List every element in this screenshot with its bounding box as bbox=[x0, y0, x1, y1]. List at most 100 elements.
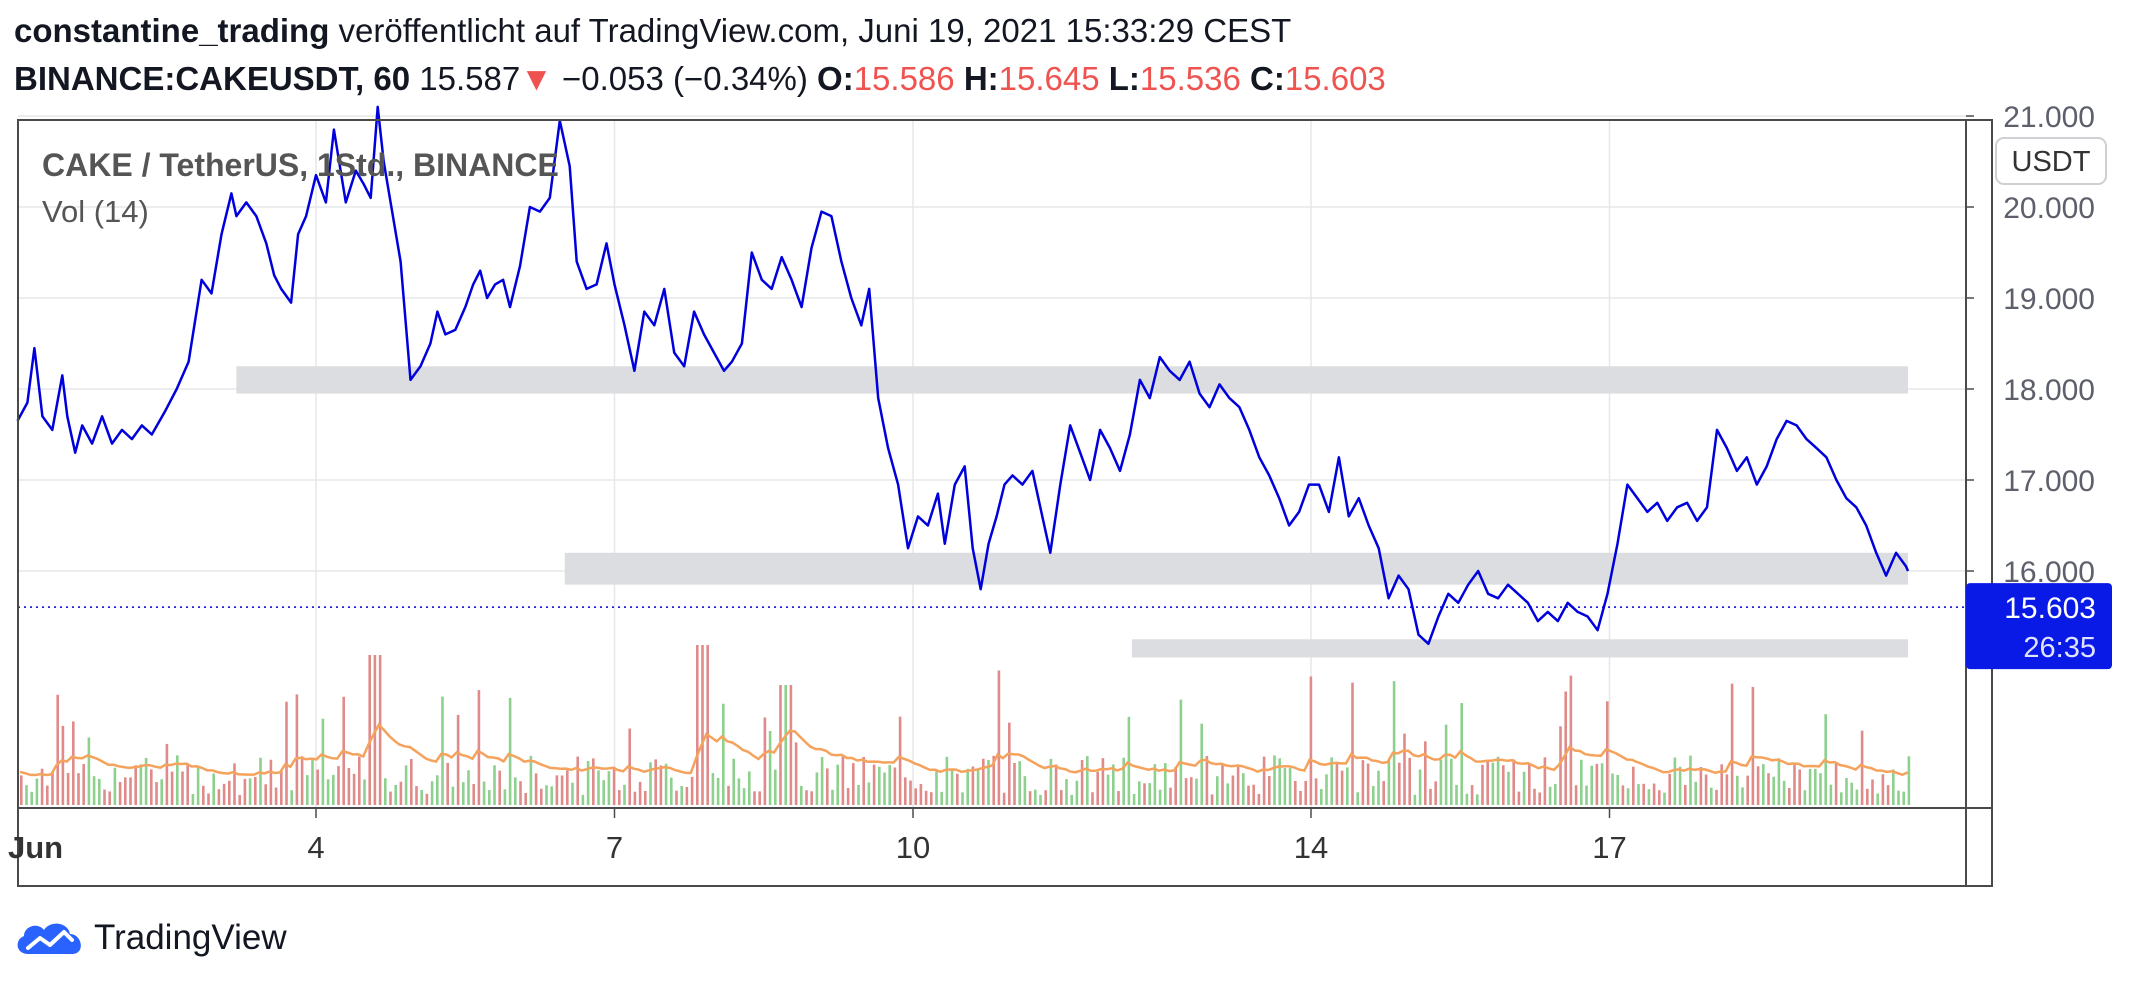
volume-bar bbox=[982, 758, 985, 805]
volume-bar bbox=[1512, 759, 1515, 805]
volume-bar bbox=[1704, 774, 1708, 805]
volume-bar bbox=[1803, 790, 1807, 805]
volume-bar bbox=[446, 762, 449, 805]
volume-bar bbox=[852, 763, 855, 805]
volume-bar bbox=[872, 764, 876, 805]
volume-bar bbox=[976, 768, 980, 805]
volume-bar bbox=[529, 755, 533, 805]
volume-bar bbox=[196, 767, 200, 805]
volume-bar bbox=[1741, 787, 1744, 805]
volume-bar bbox=[1481, 764, 1484, 805]
volume-bar bbox=[1439, 759, 1443, 805]
volume-bar bbox=[654, 759, 657, 805]
volume-bar bbox=[1112, 764, 1115, 805]
volume-bar bbox=[1320, 789, 1323, 805]
volume-bar bbox=[1808, 768, 1812, 805]
high-value: 15.645 bbox=[998, 60, 1100, 97]
volume-bar bbox=[1606, 701, 1609, 805]
volume-bar bbox=[878, 766, 881, 805]
volume-bar bbox=[1871, 779, 1874, 805]
volume-bar bbox=[950, 769, 954, 805]
volume-bar bbox=[1814, 768, 1817, 805]
volume-bar bbox=[358, 756, 361, 805]
volume-bar bbox=[763, 717, 767, 805]
volume-bar bbox=[1398, 762, 1401, 805]
volume-bar bbox=[155, 782, 158, 805]
volume-bar bbox=[664, 763, 668, 805]
volume-bar bbox=[1782, 780, 1786, 805]
volume-bar bbox=[1465, 793, 1469, 805]
volume-bar bbox=[176, 755, 179, 805]
volume-bar bbox=[675, 790, 678, 805]
volume-bar bbox=[883, 772, 886, 805]
volume-bar bbox=[248, 778, 252, 805]
volume-bar bbox=[436, 775, 439, 805]
volume-bar bbox=[254, 776, 257, 805]
volume-bar bbox=[311, 758, 314, 805]
volume-bar bbox=[1054, 764, 1058, 805]
volume-bar bbox=[784, 685, 787, 805]
volume-bar bbox=[1325, 774, 1328, 805]
volume-bar bbox=[810, 791, 813, 805]
publish-info: veröffentlicht auf TradingView.com, Juni… bbox=[338, 12, 1292, 49]
volume-bar bbox=[1262, 756, 1266, 805]
volume-bar bbox=[1507, 771, 1510, 805]
price-change: −0.053 (−0.34%) bbox=[562, 60, 808, 97]
volume-bar bbox=[789, 685, 793, 805]
volume-bar bbox=[592, 758, 595, 805]
volume-bar bbox=[924, 790, 928, 805]
volume-bar bbox=[191, 794, 195, 805]
volume-bars bbox=[19, 645, 1911, 805]
volume-bar bbox=[722, 703, 725, 805]
volume-bar bbox=[1580, 759, 1583, 805]
volume-bar bbox=[40, 768, 44, 805]
volume-bar bbox=[61, 725, 65, 805]
volume-bar bbox=[680, 786, 683, 805]
volume-bar bbox=[1855, 789, 1859, 805]
volume-bar bbox=[1720, 764, 1723, 805]
volume-bar bbox=[1715, 789, 1718, 805]
volume-bar bbox=[269, 759, 273, 805]
volume-bar bbox=[1413, 794, 1417, 805]
volume-bar bbox=[82, 764, 85, 805]
volume-bar bbox=[706, 645, 709, 805]
volume-bar bbox=[1502, 765, 1505, 805]
volume-bar bbox=[1543, 757, 1547, 805]
volume-bar bbox=[1517, 791, 1521, 805]
volume-bar bbox=[1538, 792, 1541, 805]
volume-bar bbox=[1382, 781, 1385, 805]
volume-bar bbox=[1840, 792, 1843, 805]
volume-bar bbox=[597, 770, 600, 805]
volume-bar bbox=[1372, 785, 1375, 805]
volume-bar bbox=[524, 792, 527, 805]
volume-bar bbox=[1164, 763, 1167, 805]
author-name[interactable]: constantine_trading bbox=[14, 12, 330, 49]
volume-bar bbox=[1866, 788, 1869, 805]
volume-bar bbox=[555, 775, 559, 805]
volume-bar bbox=[1647, 789, 1651, 805]
x-tick-label: 7 bbox=[606, 830, 623, 865]
volume-bar bbox=[945, 756, 949, 805]
volume-bar bbox=[30, 791, 33, 805]
brand-name: TradingView bbox=[94, 918, 287, 957]
volume-bar bbox=[1788, 788, 1791, 805]
volume-indicator-label: Vol (14) bbox=[42, 194, 149, 229]
volume-bar bbox=[560, 775, 564, 805]
x-start-label: Jun bbox=[8, 830, 63, 865]
volume-bar bbox=[1117, 791, 1120, 805]
currency-badge[interactable]: USDT bbox=[1995, 137, 2107, 185]
tradingview-brand[interactable]: TradingView bbox=[14, 912, 287, 964]
volume-bar bbox=[399, 781, 403, 805]
volume-bar bbox=[1049, 758, 1053, 805]
volume-bar bbox=[462, 782, 465, 805]
volume-bar bbox=[233, 763, 236, 805]
support-resistance-zone bbox=[236, 366, 1908, 394]
volume-bar bbox=[514, 777, 517, 805]
volume-bar bbox=[1221, 764, 1224, 805]
grid bbox=[18, 115, 1966, 808]
volume-bar bbox=[1028, 791, 1032, 805]
volume-bar bbox=[1210, 794, 1214, 805]
volume-bar bbox=[467, 770, 470, 805]
volume-bar bbox=[212, 773, 215, 805]
